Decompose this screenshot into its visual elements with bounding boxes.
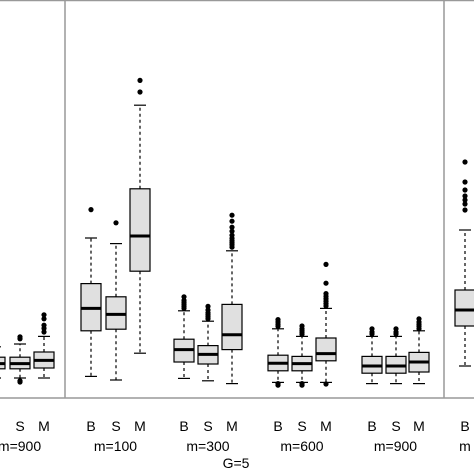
outlier-point (17, 334, 23, 340)
outlier-point (229, 218, 235, 224)
group-label: m=900 (0, 438, 41, 454)
box-m=900-M (408, 316, 430, 385)
box-m=300-M (221, 212, 243, 385)
method-label: M (413, 418, 425, 434)
outlier-point (137, 89, 143, 95)
box-iqr (129, 188, 151, 272)
outlier-point (41, 329, 47, 335)
method-label: B (179, 418, 188, 434)
outlier-point (113, 220, 119, 226)
method-label: S (297, 418, 306, 434)
box-m=300-S (197, 303, 219, 382)
box-m=900-B (361, 326, 383, 385)
box-iqr (315, 337, 337, 362)
outlier-point (462, 197, 468, 203)
outlier-point (181, 297, 187, 303)
outlier-point (462, 207, 468, 213)
outlier-point (323, 261, 329, 267)
box-m=600-B (267, 317, 289, 388)
method-label: B (460, 418, 469, 434)
method-label: M (38, 418, 50, 434)
group-label: m=600 (280, 438, 323, 454)
outlier-point (323, 291, 329, 297)
outlier-point (229, 212, 235, 218)
box-m=900-S (385, 326, 407, 385)
method-label: B (367, 418, 376, 434)
outlier-point (229, 224, 235, 230)
outlier-point (462, 179, 468, 185)
outlier-point (369, 326, 375, 332)
group-label: m (459, 438, 471, 454)
outlier-point (41, 312, 47, 318)
chart-labels: BSMm=900BSMm=100BSMm=300BSMm=600BSMm=900… (0, 418, 471, 454)
group-label: m=300 (186, 438, 229, 454)
method-label: M (320, 418, 332, 434)
outlier-point (462, 193, 468, 199)
box-m=900-M (33, 312, 55, 379)
group-label: m=100 (94, 438, 137, 454)
outlier-point (137, 77, 143, 83)
box-m=100-S (105, 220, 127, 381)
box-m=300-B (173, 294, 195, 379)
box-m=600-S (291, 323, 313, 388)
outlier-point (275, 317, 281, 323)
method-label: S (391, 418, 400, 434)
outlier-point (462, 187, 468, 193)
outlier-point (229, 228, 235, 234)
method-label: B (273, 418, 282, 434)
method-label: S (15, 418, 24, 434)
outlier-point (416, 316, 422, 322)
method-label: S (203, 418, 212, 434)
outlier-point (88, 207, 94, 213)
group-label: m=900 (374, 438, 417, 454)
box-m=900-S (9, 334, 31, 385)
outlier-point (205, 307, 211, 313)
method-label: M (134, 418, 146, 434)
outlier-point (462, 201, 468, 207)
method-label: S (111, 418, 120, 434)
box-m=100-M (129, 77, 151, 354)
box-m=600-M (315, 261, 337, 387)
outlier-point (41, 316, 47, 322)
box-m=900-B (0, 346, 6, 379)
outlier-point (323, 381, 329, 387)
box-m=100-B (80, 207, 102, 377)
outlier-point (462, 159, 468, 165)
outlier-point (299, 382, 305, 388)
outlier-point (323, 280, 329, 286)
outlier-point (229, 232, 235, 238)
method-label: M (226, 418, 238, 434)
outlier-point (393, 326, 399, 332)
chart-caption: G=5 (223, 455, 250, 471)
box-m-B (454, 159, 474, 367)
outlier-point (299, 323, 305, 329)
outlier-point (275, 382, 281, 388)
outlier-point (41, 322, 47, 328)
outlier-point (181, 294, 187, 300)
box-iqr (454, 289, 474, 327)
outlier-point (17, 379, 23, 385)
box-iqr (221, 303, 243, 351)
method-label: B (86, 418, 95, 434)
outlier-point (205, 303, 211, 309)
chart-marks (0, 0, 474, 399)
